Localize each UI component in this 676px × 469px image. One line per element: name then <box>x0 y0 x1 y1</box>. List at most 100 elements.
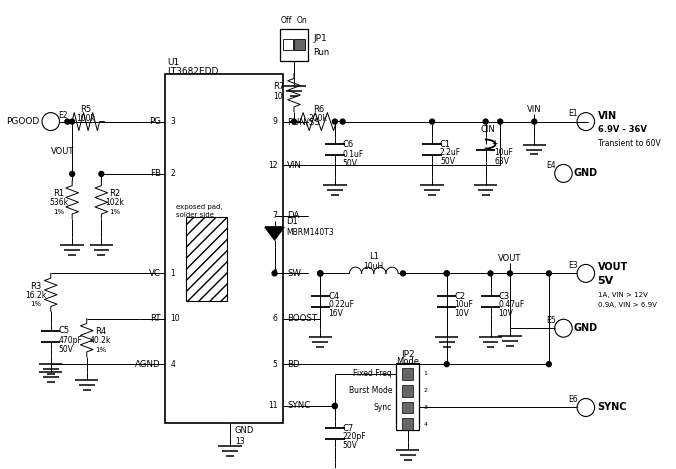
Text: 8: 8 <box>272 269 277 278</box>
Circle shape <box>532 119 537 124</box>
Text: R2: R2 <box>110 189 120 198</box>
Bar <box>402 418 413 431</box>
Text: GND: GND <box>573 323 598 333</box>
Circle shape <box>65 119 70 124</box>
Text: R4: R4 <box>95 327 106 336</box>
Bar <box>186 217 227 301</box>
Text: 1%: 1% <box>53 209 64 215</box>
Text: SYNC: SYNC <box>598 402 627 413</box>
Text: 10uH: 10uH <box>364 262 384 271</box>
Text: 6.9V - 36V: 6.9V - 36V <box>598 125 646 134</box>
Text: C5: C5 <box>59 325 70 335</box>
Circle shape <box>318 271 322 276</box>
Text: R1: R1 <box>53 189 64 198</box>
Text: E4: E4 <box>546 161 556 170</box>
Text: PG: PG <box>149 117 161 126</box>
Text: U1: U1 <box>168 58 180 67</box>
Text: E1: E1 <box>569 109 578 118</box>
Circle shape <box>272 271 277 276</box>
Text: LT3682EDD: LT3682EDD <box>168 67 219 76</box>
Text: MBRM140T3: MBRM140T3 <box>286 228 334 237</box>
Text: C7: C7 <box>343 424 354 433</box>
Text: 536k: 536k <box>49 198 68 207</box>
Text: R3: R3 <box>30 282 42 291</box>
Text: 470pF: 470pF <box>59 336 82 345</box>
Text: 7: 7 <box>272 212 277 220</box>
Text: C3: C3 <box>498 292 510 301</box>
Text: E6: E6 <box>569 395 578 404</box>
Text: 40.2k: 40.2k <box>90 336 111 345</box>
Circle shape <box>444 271 449 276</box>
Text: Mode: Mode <box>396 357 419 366</box>
Text: 5: 5 <box>272 360 277 369</box>
Bar <box>283 39 293 50</box>
Text: R6: R6 <box>313 105 324 114</box>
Circle shape <box>444 271 449 276</box>
Text: 12: 12 <box>268 161 277 170</box>
Text: 10V: 10V <box>454 309 469 318</box>
Text: Fixed Freq: Fixed Freq <box>354 369 392 378</box>
Text: 10uF: 10uF <box>454 300 473 309</box>
Circle shape <box>99 172 104 176</box>
Text: C4: C4 <box>328 292 339 301</box>
Text: VOUT: VOUT <box>598 262 628 272</box>
Text: 50V: 50V <box>343 159 358 168</box>
Text: 0.47uF: 0.47uF <box>498 300 525 309</box>
Text: VIN: VIN <box>287 161 302 170</box>
Text: 0.1uF: 0.1uF <box>343 150 364 159</box>
Text: VOUT: VOUT <box>51 147 74 156</box>
Text: VIN: VIN <box>527 105 541 114</box>
Bar <box>402 401 413 414</box>
Text: Sync: Sync <box>374 403 392 412</box>
Text: AGND: AGND <box>135 360 161 369</box>
Text: 1%: 1% <box>30 301 42 307</box>
Text: solder side: solder side <box>176 212 214 218</box>
Circle shape <box>340 119 345 124</box>
Text: 10V: 10V <box>498 309 513 318</box>
Text: 50V: 50V <box>59 345 74 354</box>
Text: BD: BD <box>287 360 299 369</box>
Circle shape <box>444 362 449 367</box>
Circle shape <box>333 119 337 124</box>
Text: 6: 6 <box>272 314 277 323</box>
Circle shape <box>291 119 296 124</box>
Text: 1%: 1% <box>110 209 120 215</box>
Text: Burst Mode: Burst Mode <box>349 386 392 395</box>
Text: 50V: 50V <box>343 441 358 450</box>
Circle shape <box>70 172 74 176</box>
Text: CIN: CIN <box>481 125 496 134</box>
Text: D1: D1 <box>286 217 298 226</box>
Text: 1A, VIN > 12V: 1A, VIN > 12V <box>598 292 647 298</box>
Circle shape <box>400 271 406 276</box>
Text: Off: Off <box>281 16 292 25</box>
Text: 4: 4 <box>170 360 175 369</box>
Text: 10: 10 <box>274 92 283 101</box>
Circle shape <box>333 403 337 408</box>
Circle shape <box>498 119 503 124</box>
Text: E5: E5 <box>546 316 556 325</box>
Text: C2: C2 <box>454 292 466 301</box>
Text: RUN/SS: RUN/SS <box>287 117 320 126</box>
Text: 16.2k: 16.2k <box>26 291 47 300</box>
Text: 1: 1 <box>170 269 175 278</box>
Text: 10: 10 <box>170 314 180 323</box>
Text: VIN: VIN <box>598 111 617 121</box>
Text: 16V: 16V <box>328 309 343 318</box>
Bar <box>295 39 305 50</box>
Text: +: + <box>491 139 498 148</box>
Text: 102k: 102k <box>105 198 124 207</box>
Text: exposed pad,: exposed pad, <box>176 204 223 210</box>
Text: C1: C1 <box>440 140 451 149</box>
Circle shape <box>508 271 512 276</box>
Circle shape <box>333 403 337 408</box>
Text: 2: 2 <box>170 169 175 178</box>
Bar <box>402 368 413 379</box>
Text: 63V: 63V <box>494 157 510 166</box>
Circle shape <box>546 362 552 367</box>
Text: 4: 4 <box>423 422 427 427</box>
Text: VC: VC <box>149 269 161 278</box>
Text: VOUT: VOUT <box>498 254 522 263</box>
Text: GND: GND <box>573 168 598 178</box>
Circle shape <box>318 271 322 276</box>
Circle shape <box>70 119 74 124</box>
